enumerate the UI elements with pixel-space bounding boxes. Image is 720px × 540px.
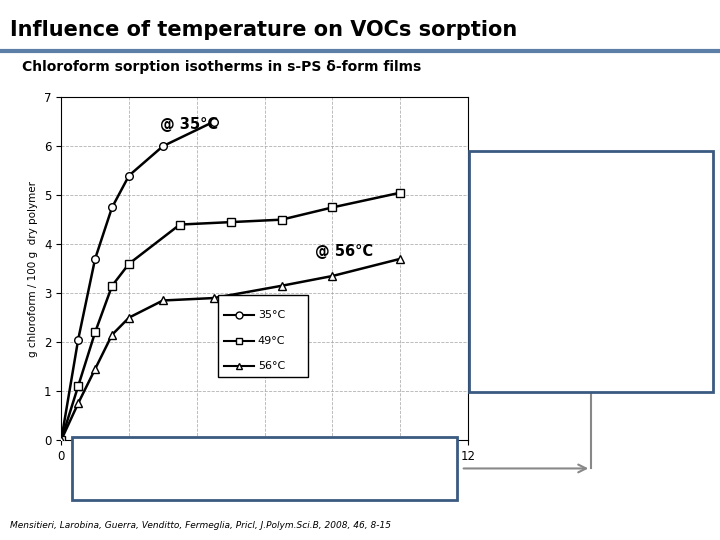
Text: 35°C: 35°C xyxy=(258,310,285,320)
Text: Influence of temperature on VOCs sorption: Influence of temperature on VOCs sorptio… xyxy=(10,19,518,40)
Text: desorption is maximized @ high  temperature: desorption is maximized @ high temperatu… xyxy=(121,477,408,490)
Y-axis label: g chloroform / 100 g  dry polymer: g chloroform / 100 g dry polymer xyxy=(28,181,38,356)
FancyBboxPatch shape xyxy=(218,295,308,377)
Text: @ 35°C: @ 35°C xyxy=(160,117,217,132)
Text: sorption process has: sorption process has xyxy=(534,170,649,180)
Text: crystalline nanocavities of sPS δ: crystalline nanocavities of sPS δ xyxy=(501,314,681,325)
Text: form: form xyxy=(578,362,604,373)
Text: Chloroform sorption isotherms in s-PS δ-form films: Chloroform sorption isotherms in s-PS δ-… xyxy=(22,60,421,75)
Text: exothermic nature: exothermic nature xyxy=(540,218,642,228)
Text: 56°C: 56°C xyxy=(258,361,285,371)
Text: 49°C: 49°C xyxy=(258,336,285,346)
Text: @ 56°C: @ 56°C xyxy=(315,244,374,259)
Text: Mensitieri, Larobina, Guerra, Venditto, Fermeglia, Pricl, J.Polym.Sci.B, 2008, 4: Mensitieri, Larobina, Guerra, Venditto, … xyxy=(10,521,391,530)
X-axis label: Pressure [Torr]: Pressure [Torr] xyxy=(216,468,313,481)
Text: sorption is maximized @ low temperature: sorption is maximized @ low temperature xyxy=(133,449,396,462)
Text: due to the adsorption into the: due to the adsorption into the xyxy=(508,266,675,276)
